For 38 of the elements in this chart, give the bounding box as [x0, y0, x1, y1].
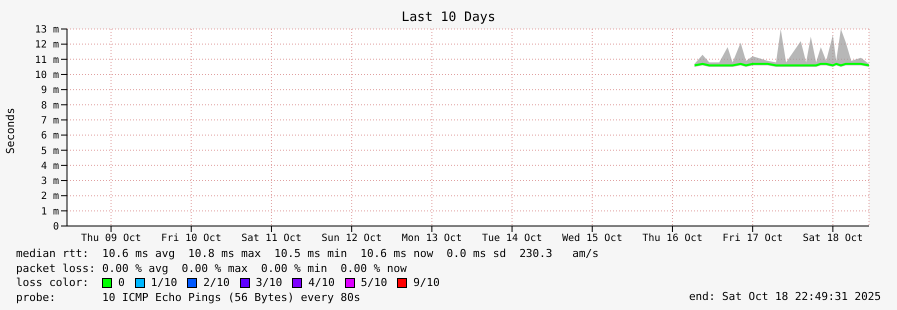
- x-tick-label: Sun 12 Oct: [322, 233, 382, 244]
- y-axis-title: Seconds: [4, 108, 17, 154]
- y-tick-label: 8 m: [40, 100, 59, 112]
- y-tick-label: 13 m: [34, 24, 59, 36]
- x-tick-label: Fri 10 Oct: [161, 233, 222, 244]
- y-tick-label: 4 m: [40, 160, 59, 172]
- x-tick-label: Tue 14 Oct: [482, 233, 542, 244]
- text: end: Sat Oct 18 22:49:31 2025: [688, 290, 881, 303]
- text: probe: 10 ICMP Echo Pings (56 Bytes) every 80s: [16, 290, 362, 305]
- x-tick-label: Mon 13 Oct: [402, 233, 462, 244]
- y-tick-label: 0: [52, 222, 59, 233]
- y-tick-label: 7 m: [40, 115, 59, 126]
- y-tick-label: 6 m: [40, 130, 59, 142]
- legend-label: 0: [118, 276, 125, 290]
- x-tick-label: Fri 17 Oct: [722, 233, 783, 244]
- legend-label: 2/10: [203, 276, 230, 290]
- y-tick-label: 12 m: [34, 40, 59, 51]
- legend-title: loss color:: [16, 276, 90, 290]
- legend-label: 5/10: [360, 276, 388, 290]
- legend-label: 3/10: [256, 276, 282, 290]
- x-tick-label: Wed 15 Oct: [562, 233, 622, 244]
- x-tick-label: Sat 18 Oct: [802, 233, 863, 244]
- y-tick-label: 11 m: [34, 54, 59, 66]
- text: packet loss: 0.00 % avg 0.00 % max 0.00 % min 0.00 % now: [16, 262, 408, 276]
- chart-title: Last 10 Days: [400, 10, 496, 25]
- text: median rtt: 10.6 ms avg 10.8 ms max 10.5 ms min 10.6 ms now 0.0 ms sd 230.3 am/s: [16, 247, 599, 262]
- y-tick-label: 2 m: [40, 191, 59, 202]
- y-tick-label: 9 m: [40, 85, 59, 96]
- y-tick-label: 5 m: [40, 146, 59, 157]
- legend-label: 4/10: [308, 276, 335, 290]
- y-tick-label: 10 m: [34, 70, 59, 82]
- x-tick-label: Thu 16 Oct: [642, 233, 703, 244]
- y-tick-label: 3 m: [40, 176, 59, 188]
- x-tick-label: Sat 11 Oct: [241, 233, 302, 244]
- x-tick-label: Thu 09 Oct: [80, 233, 142, 244]
- y-tick-label: 1 m: [40, 206, 59, 218]
- legend-label: 9/10: [413, 276, 440, 290]
- legend-label: 1/10: [150, 276, 178, 290]
